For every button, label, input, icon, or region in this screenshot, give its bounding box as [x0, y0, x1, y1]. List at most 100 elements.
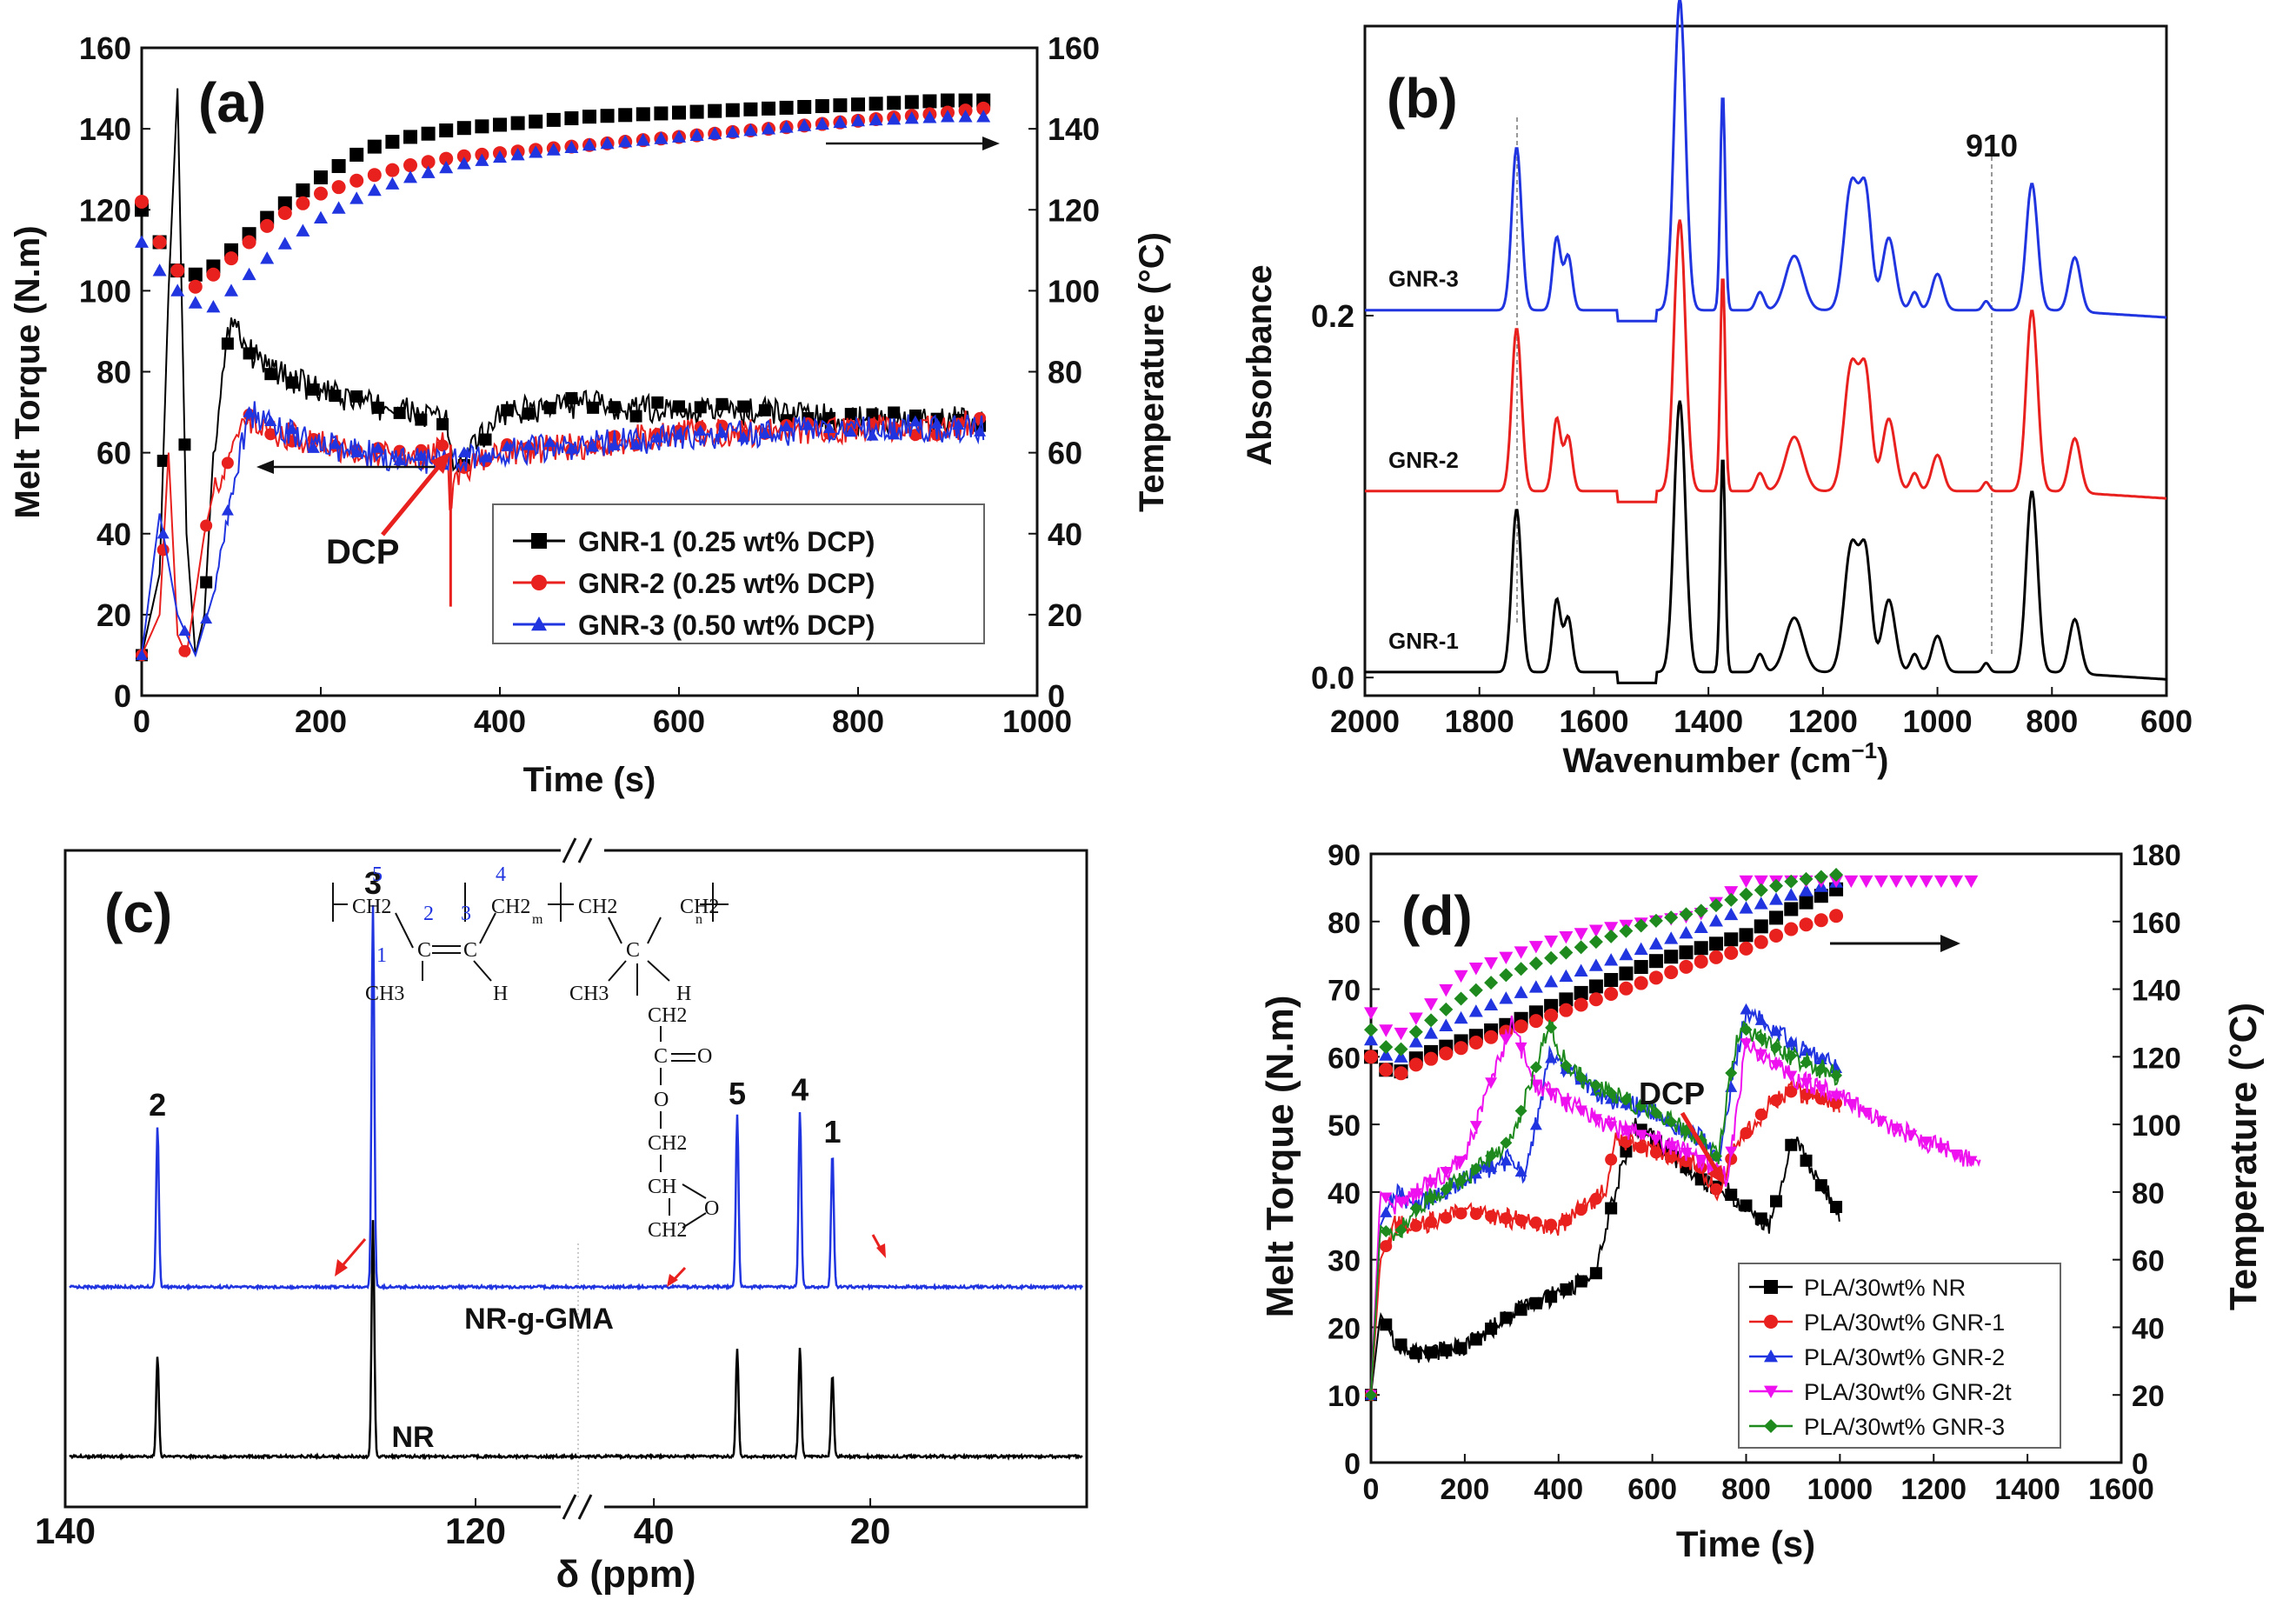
panel-d-torque-point [1380, 1225, 1393, 1237]
panel-d-temp-point [1408, 1057, 1423, 1072]
panel-a-temp-point [904, 111, 919, 124]
panel-d-torque-point [1440, 1183, 1453, 1196]
panel-d-x-tick-label: 1600 [2088, 1473, 2154, 1506]
panel-a-torque-point [436, 439, 449, 452]
panel-d-y-tick-label: 90 [1328, 839, 1361, 872]
panel-d-temp-point [1739, 928, 1754, 943]
panel-a-torque-point [974, 411, 987, 424]
panel-c-red-arrow-head [335, 1259, 348, 1276]
panel-d-temp-point [1439, 1002, 1454, 1016]
panel-a-temp-point [725, 103, 740, 117]
panel-d-temp-point [1588, 979, 1603, 994]
panel-d-torque-point [1394, 1196, 1408, 1209]
panel-d-legend-items: PLA/30wt% NR PLA/30wt% GNR-1 PLA/30wt% GNR… [1749, 1275, 2012, 1440]
structure-bond [682, 1183, 707, 1199]
panel-a-y2-tick-label: 140 [1048, 111, 1100, 147]
panel-b-x-tick-label: 1600 [1559, 703, 1628, 739]
panel-a-torque-point [888, 406, 901, 419]
panel-a-torque-point [802, 418, 815, 430]
panel-a-y-tick-label: 60 [96, 436, 131, 471]
panel-a-torque-point [888, 428, 901, 440]
panel-a-y2-tick-label: 40 [1048, 517, 1082, 552]
panel-d-torque-point [1469, 1208, 1482, 1221]
panel-d-temp-point [1604, 953, 1619, 966]
panel-a-x-tick-label: 600 [653, 703, 705, 739]
panel-d-temp-point [1648, 913, 1663, 928]
panel-d-temp-point [1484, 1030, 1499, 1044]
panel-a-temp-point [941, 93, 955, 108]
panel-a-torque-point [243, 406, 256, 417]
panel-d-torque-point [1485, 1161, 1498, 1172]
panel-d-torque-point [1665, 1116, 1678, 1128]
panel-d-label: (d) [1401, 884, 1473, 947]
panel-d-x-tick-label: 1200 [1900, 1473, 1967, 1506]
panel-d-torque-point [1740, 1003, 1753, 1015]
panel-b-frame [1363, 24, 2168, 697]
panel-d-x-tick-label: 600 [1627, 1473, 1677, 1506]
panel-d-temp-point [1799, 917, 1814, 932]
panel-b-x-tick-label: 600 [2140, 703, 2193, 739]
panel-d-torque-point [1649, 1134, 1662, 1146]
panel-d-temp-point [1574, 985, 1588, 1000]
panel-a-torque-point [501, 403, 514, 417]
panel-d-y2-tick-label: 60 [2132, 1245, 2165, 1278]
panel-a-y-tick-label: 160 [79, 30, 131, 66]
panel-d-temp-point [1739, 887, 1754, 902]
panel-d-torque-point [1514, 1214, 1527, 1227]
panel-a-x-tick-label: 400 [474, 703, 526, 739]
panel-d-temp-point [1439, 1046, 1454, 1061]
panel-a-y2-tick-label: 100 [1048, 273, 1100, 309]
panel-d-torque-point [1605, 1087, 1618, 1100]
panel-a-temp-point [833, 115, 848, 129]
panel-d: (d) 0 200 400 600 800 1000 1200 1400 1600 010203… [1259, 839, 2265, 1564]
panel-d-torque-point [1514, 1303, 1527, 1316]
panel-c-x-tick-label: 40 [634, 1510, 675, 1551]
panel-a-x-tick-label: 0 [133, 703, 150, 739]
panel-a-torque-point [178, 624, 191, 637]
panel-d-torque-point [1725, 1189, 1738, 1201]
structure-bond [608, 916, 622, 944]
panel-c-series-label-nr: NR [391, 1421, 434, 1454]
structure-ch3: CH3 [569, 983, 609, 1005]
panel-d-temp-point [1424, 1013, 1439, 1028]
panel-a-torque-point [629, 410, 642, 423]
panel-d-torque-point [1785, 1085, 1798, 1098]
panel-d-torque-point [1814, 1053, 1827, 1065]
structure-o: O [654, 1089, 669, 1111]
panel-d-y2-tick-label: 40 [2132, 1312, 2165, 1345]
panel-a-temp-point [367, 139, 382, 154]
structure-m: m [532, 912, 543, 927]
panel-d-temp-point [1619, 923, 1634, 938]
panel-d-torque-point [1740, 1199, 1753, 1212]
panel-a-temp-point [403, 130, 417, 144]
structure-o: O [697, 1045, 712, 1068]
panel-a-temp-point [636, 133, 650, 146]
panel-a-temp-point [851, 113, 865, 127]
panel-d-temp-point [1708, 950, 1723, 964]
panel-d-torque-point [1905, 1130, 1918, 1142]
panel-a-torque-point [715, 426, 729, 438]
panel-b-x-tick-label: 800 [2026, 703, 2078, 739]
panel-a-temp-point [152, 235, 167, 250]
panel-a-temp-point [743, 123, 758, 137]
panel-c-peak-label: 3 [364, 865, 382, 901]
panel-a-y2-tick-label: 80 [1048, 355, 1082, 390]
panel-a-temp-point [815, 117, 829, 130]
panel-d-temp-point [1739, 901, 1754, 914]
legend-marker [1764, 1350, 1778, 1363]
panel-a-y-tick-label: 120 [79, 192, 131, 228]
structure-bond [608, 960, 627, 982]
panel-a-temp-point [439, 160, 454, 174]
panel-d-torque-point [1529, 1296, 1542, 1310]
panel-a-torque-point [522, 439, 535, 450]
panel-a-torque-point [393, 406, 406, 419]
panel-a-temp-point [188, 296, 203, 309]
panel-a-y-tick-label: 0 [114, 678, 131, 714]
panel-d-temp-point [1588, 935, 1603, 950]
panel-d-temp-point [1454, 1041, 1468, 1056]
panel-a-torque-point [221, 503, 234, 516]
legend-label: GNR-1 (0.25 wt% DCP) [578, 526, 875, 557]
panel-a-y2-tick-label: 0 [1048, 678, 1065, 714]
panel-d-temp-point [1439, 1018, 1454, 1031]
structure-c: C [654, 1045, 668, 1068]
